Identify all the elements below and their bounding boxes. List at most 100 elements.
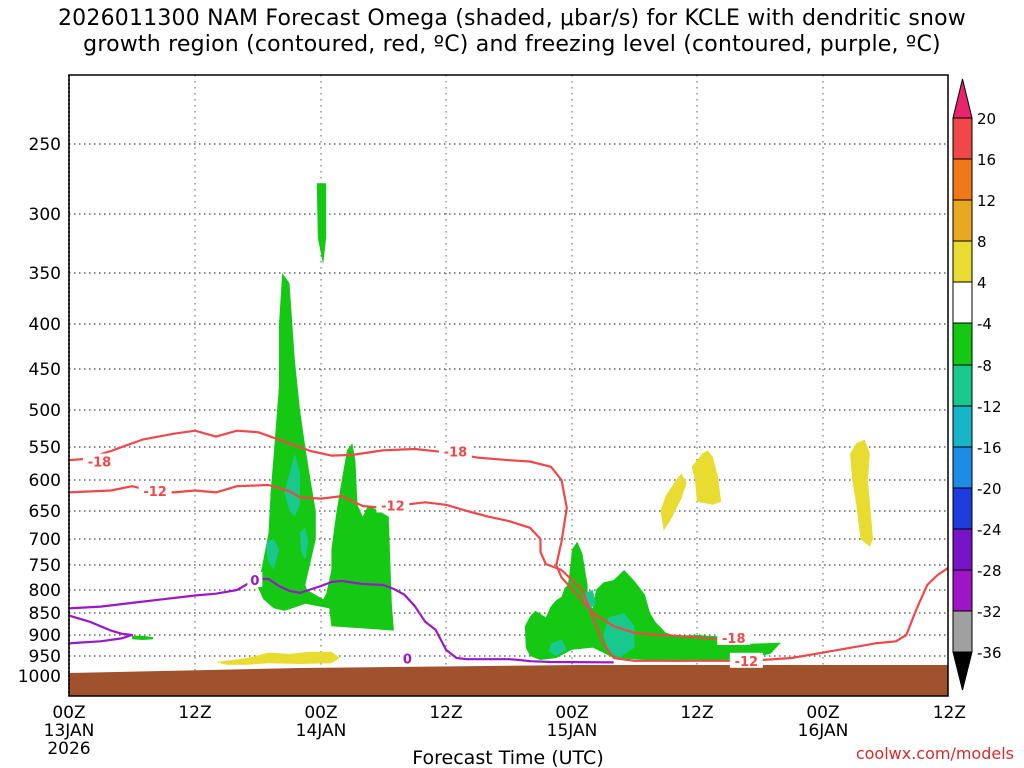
colorbar-label-12: -32 [977,603,1002,621]
contour-line-1 [69,483,948,662]
colorbar-swatch-4 [952,281,973,324]
x-tick-label-3-1: 12Z [429,703,462,723]
contour-label-3: -12 [381,499,405,514]
terrain [69,665,948,696]
contour-line-3 [69,614,134,645]
x-tick-label-7-1: 12Z [933,703,966,723]
y-tick-label-400: 400 [29,315,61,335]
plot-area [69,75,948,696]
plot-frame [68,74,949,697]
contour-label-bg-0 [82,453,116,469]
omega-region-7 [300,527,309,560]
colorbar-swatch-11 [952,569,973,612]
x-tick-label-0-1: 00Z [52,703,85,723]
contour-label-4: -18 [722,632,746,647]
y-tick-label-300: 300 [29,205,61,225]
omega-region-1 [316,183,327,265]
contour-label-bg-1 [438,443,472,459]
y-tick-label-850: 850 [29,604,61,624]
contour-label-5: -12 [735,655,759,670]
y-tick-label-600: 600 [29,471,61,491]
x-tick-label-1-1: 12Z [178,703,211,723]
contour-label-bg-6 [247,572,263,587]
y-tick-label-750: 750 [29,556,61,576]
omega-region-13 [691,450,722,505]
y-tick-label-650: 650 [29,502,61,522]
x-tick-label-4-2: 15JAN [547,721,598,741]
omega-region-12 [660,473,687,531]
x-tick-label-6-1: 00Z [806,703,839,723]
colorbar-swatch-0 [952,117,973,160]
colorbar-label-10: -24 [977,521,1002,539]
colorbar-label-6: -8 [977,357,992,375]
colorbar-label-11: -28 [977,562,1002,580]
colorbar-swatch-5 [952,322,973,366]
contour-label-bg-2 [138,483,172,499]
colorbar-swatch-12 [952,610,973,653]
contour-label-bg-4 [717,629,751,645]
colorbar-label-8: -16 [977,439,1002,457]
x-tick-label-6-2: 16JAN [798,721,849,741]
y-tick-label-550: 550 [29,438,61,458]
y-tick-label-500: 500 [29,401,61,421]
contour-label-2: -12 [143,485,167,500]
colorbar-swatch-10 [952,528,973,571]
contour-label-bg-5 [729,652,763,668]
y-tick-label-900: 900 [29,626,61,646]
omega-region-3 [132,635,153,640]
omega-region-11 [216,651,340,665]
x-tick-label-0-2: 13JAN [44,721,95,741]
contour-label-7: 0 [403,652,412,667]
omega-region-0 [258,273,394,631]
y-tick-label-700: 700 [29,530,61,550]
plot-border [68,74,949,697]
colorbar-label-5: -4 [977,315,992,333]
colorbar: 20 16 12 8 4 -4 -8 -12 -16 -20 -24 -28 -32 -36 [952,78,1002,691]
omega-region-14 [850,439,873,547]
y-axis: 2503003504004505005506006507007508008509… [18,135,61,687]
y-tick-label-950: 950 [29,647,61,667]
omega-region-2 [524,541,781,662]
y-tick-label-450: 450 [29,360,61,380]
contour-label-6: 0 [250,574,259,589]
contours: -18 -18 -12 -12 -18 -12 0 0 [69,429,948,670]
terrain-fill [69,665,948,696]
x-axis-label: Forecast Time (UTC) [412,747,603,768]
chart-title-line-2: growth region (contoured, red, ºC) and f… [83,32,941,57]
y-tick-label-350: 350 [29,264,61,284]
omega-region-10 [548,639,567,656]
credit-text: coolwx.com/models [855,744,1014,763]
colorbar-label-3: 8 [977,233,987,251]
colorbar-label-4: 4 [977,274,987,292]
omega-region-6 [266,539,279,570]
omega-region-8 [582,590,596,611]
chart-title-line-1: 2026011300 NAM Forecast Omega (shaded, μ… [57,6,966,31]
colorbar-swatch-1 [952,158,973,201]
colorbar-swatch-8 [952,446,973,489]
colorbar-top-arrow [952,78,973,119]
contour-label-1: -18 [444,446,468,461]
contour-label-bg-3 [376,497,410,513]
colorbar-swatch-2 [952,199,973,242]
x-tick-label-4-1: 00Z [555,703,588,723]
colorbar-swatch-3 [952,240,973,283]
contour-label-bg-7 [399,650,415,666]
x-tick-label-2-2: 14JAN [296,721,347,741]
colorbar-label-7: -12 [977,398,1002,416]
x-tick-label-5-1: 12Z [680,703,713,723]
contour-line-2 [69,577,614,664]
colorbar-swatch-7 [952,405,973,448]
colorbar-bottom-arrow [952,651,973,691]
colorbar-label-2: 12 [977,192,996,210]
colorbar-swatch-9 [952,487,973,530]
colorbar-label-1: 16 [977,151,996,169]
colorbar-label-13: -36 [977,644,1002,662]
y-tick-label-1000: 1000 [18,667,61,687]
y-tick-label-800: 800 [29,581,61,601]
omega-region-5 [284,453,300,517]
y-tick-label-250: 250 [29,135,61,155]
x-tick-label-2-1: 00Z [304,703,337,723]
colorbar-swatch-6 [952,364,973,407]
x-tick-label-0-3: 2026 [47,739,90,759]
